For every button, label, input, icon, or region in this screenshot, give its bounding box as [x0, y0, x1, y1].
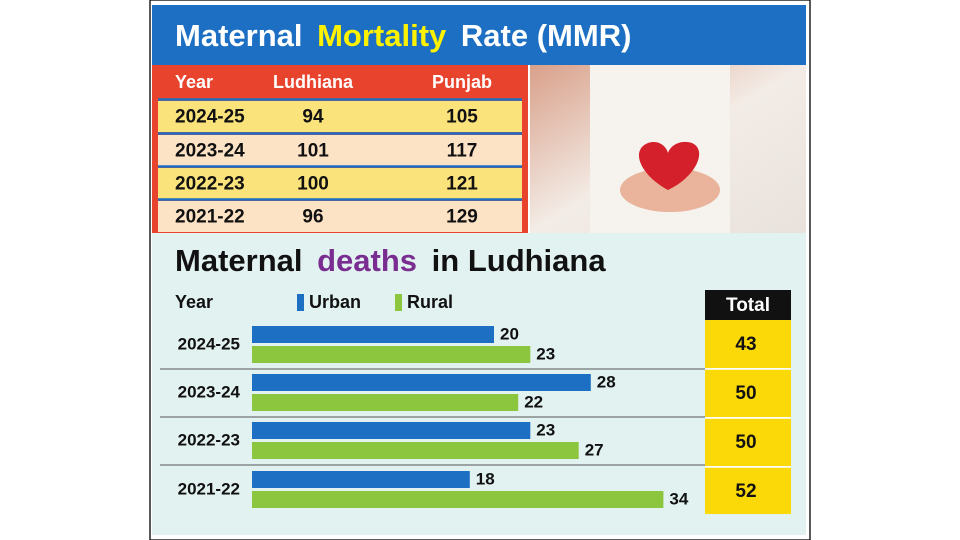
header-band	[152, 5, 806, 65]
title-part: Rate (MMR)	[461, 18, 632, 53]
title-part-highlight: deaths	[317, 243, 417, 278]
photo	[530, 65, 806, 233]
data-label: 20	[500, 324, 519, 343]
bar	[252, 374, 591, 391]
y-tick-label: 2022-23	[178, 430, 240, 449]
title-part: Maternal	[175, 243, 302, 278]
table-value: 121	[446, 174, 478, 195]
table-value: 117	[447, 141, 478, 162]
total-header	[705, 290, 791, 320]
table-value: 129	[446, 207, 478, 228]
title-part: in Ludhiana	[432, 243, 607, 278]
total-value: 50	[735, 432, 756, 453]
bar	[252, 491, 664, 508]
row-year: 2024-25	[175, 107, 245, 128]
y-tick-label: 2023-24	[178, 382, 241, 401]
bar	[252, 442, 579, 459]
bar	[252, 471, 470, 488]
table-value: 96	[302, 207, 323, 228]
title-part: Maternal	[175, 18, 302, 53]
legend-swatch	[297, 294, 304, 311]
y-tick-label: 2021-22	[178, 479, 240, 498]
data-label: 22	[524, 392, 543, 411]
data-label: 28	[597, 372, 616, 391]
data-label: 23	[536, 344, 555, 363]
bar	[252, 326, 494, 343]
table-value: 105	[446, 107, 478, 128]
row-year: 2021-22	[175, 207, 245, 228]
legend-label: Rural	[407, 292, 453, 312]
table-row	[158, 135, 522, 166]
y-tick-label: 2024-25	[178, 334, 240, 353]
data-label: 27	[585, 440, 604, 459]
bar	[252, 422, 531, 439]
chart-title: Maternal deaths in Ludhiana	[175, 243, 606, 278]
legend-label: Urban	[309, 292, 361, 312]
row-year: 2023-24	[175, 141, 245, 162]
table-row	[158, 201, 522, 232]
row-year: 2022-23	[175, 174, 245, 195]
mmr-title: Maternal Mortality Rate (MMR)	[175, 18, 631, 53]
total-value: 50	[735, 383, 756, 404]
legend-swatch	[395, 294, 402, 311]
total-label: Total	[726, 295, 770, 316]
total-cell	[705, 369, 791, 417]
title-part-highlight: Mortality	[317, 18, 447, 53]
total-value: 43	[735, 334, 756, 355]
table-value: 101	[297, 141, 329, 162]
data-label: 23	[536, 420, 555, 439]
table-value: 94	[302, 107, 324, 128]
column-header: Punjab	[432, 72, 492, 92]
category-label: Year	[175, 292, 213, 312]
photo-heart	[638, 141, 700, 190]
table-row	[158, 101, 522, 132]
table-row	[158, 168, 522, 199]
data-label: 34	[669, 489, 688, 508]
table-value: 100	[297, 174, 329, 195]
total-cell	[705, 467, 791, 514]
column-header: Ludhiana	[273, 72, 354, 92]
bar	[252, 346, 531, 363]
total-cell	[705, 320, 791, 368]
bar	[252, 394, 519, 411]
data-label: 18	[476, 469, 495, 488]
column-header: Year	[175, 72, 213, 92]
total-cell	[705, 418, 791, 466]
photo-hands	[620, 168, 720, 212]
total-value: 52	[735, 481, 756, 502]
